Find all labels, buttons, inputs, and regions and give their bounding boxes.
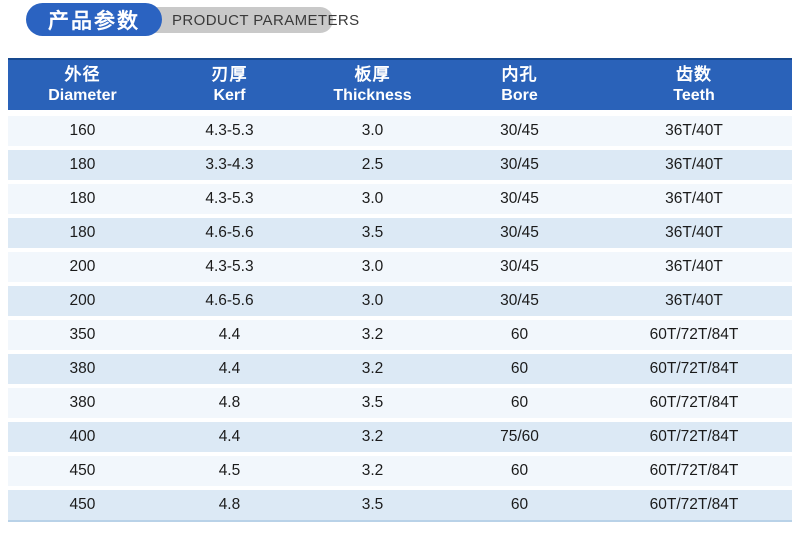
- table-cell: 350: [8, 318, 157, 354]
- table-cell: 60: [443, 488, 596, 522]
- table-cell: 400: [8, 420, 157, 456]
- table-row: 380 4.4 3.2 60 60T/72T/84T: [8, 352, 792, 388]
- table-row: 180 3.3-4.3 2.5 30/45 36T/40T: [8, 148, 792, 184]
- table-body: 160 4.3-5.3 3.0 30/45 36T/40T 180 3.3-4.3 2.5 30…: [8, 113, 792, 522]
- table-cell: 60: [443, 386, 596, 422]
- table-cell: 200: [8, 250, 157, 286]
- table-cell: 2.5: [301, 148, 444, 184]
- table-cell: 36T/40T: [595, 284, 792, 320]
- table-cell: 4.6-5.6: [156, 216, 302, 252]
- table-row: 180 4.3-5.3 3.0 30/45 36T/40T: [8, 182, 792, 218]
- table-cell: 450: [8, 488, 157, 522]
- table-cell: 4.3-5.3: [156, 113, 302, 150]
- table-cell: 3.2: [301, 454, 444, 490]
- table-cell: 60T/72T/84T: [595, 488, 792, 522]
- table-cell: 36T/40T: [595, 250, 792, 286]
- header-diameter-en: Diameter: [48, 87, 117, 105]
- page: PRODUCT PARAMETERS 产品参数 外径 Diameter 刃厚 K…: [0, 0, 800, 522]
- table-cell: 180: [8, 216, 157, 252]
- table-row: 200 4.6-5.6 3.0 30/45 36T/40T: [8, 284, 792, 320]
- table-cell: 3.3-4.3: [156, 148, 302, 184]
- table-cell: 60T/72T/84T: [595, 318, 792, 354]
- table-cell: 3.2: [301, 420, 444, 456]
- table-header: 外径 Diameter 刃厚 Kerf 板厚 Thickness 内孔 Bore: [8, 60, 792, 116]
- header-diameter-zh: 外径: [64, 65, 101, 85]
- header-teeth-en: Teeth: [673, 87, 715, 105]
- spec-table: 外径 Diameter 刃厚 Kerf 板厚 Thickness 内孔 Bore: [8, 60, 792, 522]
- table-cell: 3.0: [301, 284, 444, 320]
- table-cell: 60T/72T/84T: [595, 454, 792, 490]
- table-cell: 3.0: [301, 113, 444, 150]
- table-row: 450 4.8 3.5 60 60T/72T/84T: [8, 488, 792, 522]
- header-bore-en: Bore: [501, 87, 538, 105]
- table-row: 400 4.4 3.2 75/60 60T/72T/84T: [8, 420, 792, 456]
- header-cell-thickness: 板厚 Thickness: [301, 60, 444, 116]
- title-zh-pill: 产品参数: [26, 3, 162, 36]
- title-zh-label: 产品参数: [48, 9, 140, 33]
- table-cell: 4.8: [156, 386, 302, 422]
- table-cell: 180: [8, 182, 157, 218]
- table-row: 200 4.3-5.3 3.0 30/45 36T/40T: [8, 250, 792, 286]
- table-cell: 36T/40T: [595, 182, 792, 218]
- table-row: 180 4.6-5.6 3.5 30/45 36T/40T: [8, 216, 792, 252]
- header-teeth-zh: 齿数: [675, 65, 712, 85]
- product-parameters-table: 外径 Diameter 刃厚 Kerf 板厚 Thickness 内孔 Bore: [8, 58, 792, 522]
- table-cell: 4.4: [156, 318, 302, 354]
- table-cell: 4.3-5.3: [156, 250, 302, 286]
- section-title: PRODUCT PARAMETERS 产品参数: [0, 0, 800, 42]
- header-bore-zh: 内孔: [501, 65, 538, 85]
- table-cell: 60: [443, 352, 596, 388]
- table-cell: 4.3-5.3: [156, 182, 302, 218]
- header-thickness-zh: 板厚: [354, 65, 391, 85]
- header-cell-kerf: 刃厚 Kerf: [156, 60, 302, 116]
- table-cell: 30/45: [443, 250, 596, 286]
- table-cell: 3.2: [301, 318, 444, 354]
- header-row: 外径 Diameter 刃厚 Kerf 板厚 Thickness 内孔 Bore: [8, 60, 792, 116]
- table-cell: 30/45: [443, 216, 596, 252]
- table-cell: 30/45: [443, 284, 596, 320]
- table-cell: 160: [8, 113, 157, 150]
- table-cell: 36T/40T: [595, 113, 792, 150]
- table-cell: 380: [8, 386, 157, 422]
- header-kerf-zh: 刃厚: [211, 65, 248, 85]
- table-cell: 30/45: [443, 113, 596, 150]
- table-cell: 4.8: [156, 488, 302, 522]
- header-cell-diameter: 外径 Diameter: [8, 60, 157, 116]
- table-cell: 36T/40T: [595, 148, 792, 184]
- header-thickness-en: Thickness: [333, 87, 412, 105]
- table-cell: 4.4: [156, 352, 302, 388]
- table-cell: 380: [8, 352, 157, 388]
- header-kerf-en: Kerf: [213, 87, 246, 105]
- table-row: 380 4.8 3.5 60 60T/72T/84T: [8, 386, 792, 422]
- table-cell: 180: [8, 148, 157, 184]
- table-cell: 75/60: [443, 420, 596, 456]
- header-cell-teeth: 齿数 Teeth: [595, 60, 792, 116]
- table-row: 160 4.3-5.3 3.0 30/45 36T/40T: [8, 113, 792, 150]
- table-cell: 450: [8, 454, 157, 490]
- table-cell: 3.5: [301, 216, 444, 252]
- table-row: 450 4.5 3.2 60 60T/72T/84T: [8, 454, 792, 490]
- table-cell: 4.4: [156, 420, 302, 456]
- table-cell: 30/45: [443, 148, 596, 184]
- table-row: 350 4.4 3.2 60 60T/72T/84T: [8, 318, 792, 354]
- table-cell: 3.0: [301, 250, 444, 286]
- table-cell: 30/45: [443, 182, 596, 218]
- table-cell: 3.5: [301, 488, 444, 522]
- table-cell: 60T/72T/84T: [595, 420, 792, 456]
- table-cell: 60T/72T/84T: [595, 352, 792, 388]
- table-cell: 200: [8, 284, 157, 320]
- header-cell-bore: 内孔 Bore: [443, 60, 596, 116]
- title-en-label: PRODUCT PARAMETERS: [172, 11, 360, 29]
- table-cell: 3.0: [301, 182, 444, 218]
- table-cell: 3.2: [301, 352, 444, 388]
- table-cell: 60T/72T/84T: [595, 386, 792, 422]
- table-cell: 3.5: [301, 386, 444, 422]
- table-cell: 60: [443, 454, 596, 490]
- table-cell: 60: [443, 318, 596, 354]
- table-cell: 4.5: [156, 454, 302, 490]
- table-cell: 4.6-5.6: [156, 284, 302, 320]
- table-cell: 36T/40T: [595, 216, 792, 252]
